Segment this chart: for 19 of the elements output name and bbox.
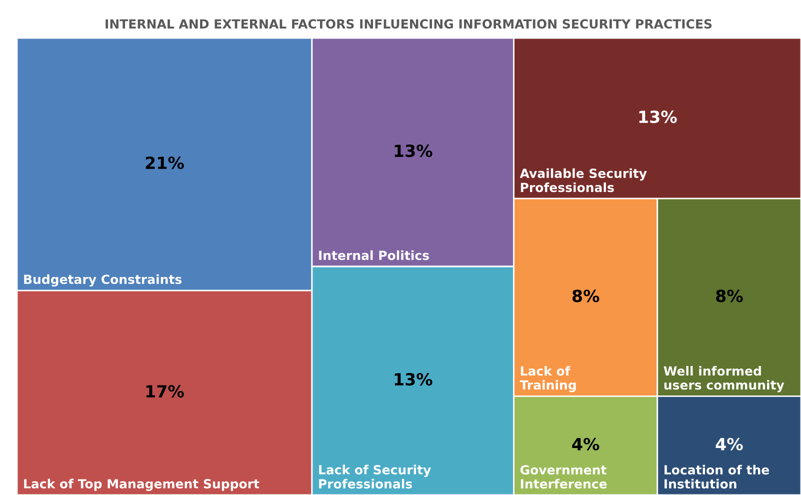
text: INTERNAL AND EXTERNAL FACTORS INFLUENCING INFORMATION SECURITY PRACTICES xyxy=(106,19,712,29)
data-label: 13% xyxy=(394,372,432,386)
data-label: 4% xyxy=(716,438,743,450)
data-label: 13% xyxy=(639,110,677,124)
category-label: Internal Politics xyxy=(319,250,429,260)
category-label: Lack of Top Management Support xyxy=(24,478,260,491)
category-label: Lack of Security Professionals xyxy=(319,464,431,489)
data-label: 8% xyxy=(572,290,600,302)
data-label: 4% xyxy=(572,438,600,450)
data-label: 8% xyxy=(716,290,743,302)
category-label: Lack of Training xyxy=(520,366,576,392)
category-label: Budgetary Constraints xyxy=(24,274,182,287)
category-label: Available Security Professionals xyxy=(520,168,647,192)
data-label: 13% xyxy=(394,144,432,158)
category-label: Well informed users community xyxy=(664,366,784,392)
data-label: 17% xyxy=(146,385,184,398)
category-label: Government Interference xyxy=(520,465,607,489)
category-label: Location of the Institution xyxy=(664,464,770,489)
data-label: 21% xyxy=(146,156,184,170)
